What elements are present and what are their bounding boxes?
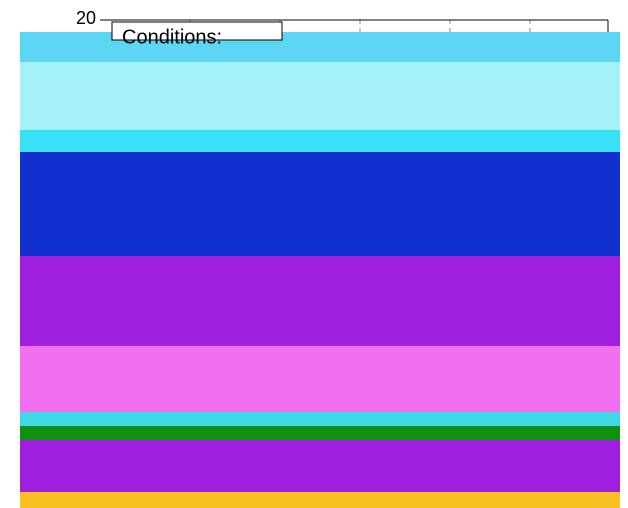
- glitch-band: [20, 412, 620, 426]
- annotation-title: Conditions:: [122, 26, 222, 48]
- annotation-box: [111, 21, 283, 41]
- glitch-band: [20, 62, 620, 130]
- glitch-band: [20, 32, 620, 62]
- glitch-band: [20, 256, 620, 346]
- y-tick-label: 20: [76, 8, 96, 28]
- glitch-band: [20, 440, 620, 492]
- glitch-band: [20, 492, 620, 508]
- glitch-band: [20, 346, 620, 412]
- glitch-band: [20, 152, 620, 256]
- glitch-band: [20, 426, 620, 440]
- glitch-band: [20, 130, 620, 152]
